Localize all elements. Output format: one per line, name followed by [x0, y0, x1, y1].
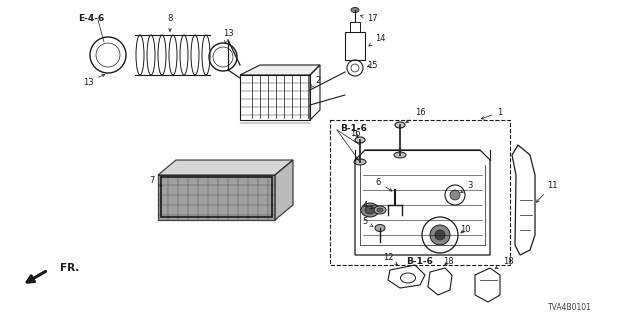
Text: 16: 16	[349, 129, 360, 138]
Text: 7: 7	[149, 175, 162, 186]
Text: 10: 10	[460, 226, 470, 235]
Text: 15: 15	[367, 60, 377, 69]
Polygon shape	[275, 160, 293, 220]
Text: 16: 16	[406, 108, 426, 123]
Ellipse shape	[355, 137, 365, 143]
Ellipse shape	[394, 152, 406, 158]
Text: 8: 8	[167, 13, 173, 31]
Text: 2: 2	[310, 76, 321, 88]
Text: 11: 11	[536, 180, 557, 202]
Ellipse shape	[395, 122, 405, 128]
Ellipse shape	[377, 208, 383, 212]
Ellipse shape	[361, 203, 379, 217]
Ellipse shape	[354, 159, 366, 165]
Text: 14: 14	[369, 34, 385, 46]
Polygon shape	[158, 160, 293, 175]
Text: 4: 4	[362, 201, 373, 210]
Text: B-1-6: B-1-6	[340, 124, 367, 132]
Text: 17: 17	[360, 13, 378, 22]
Text: 5: 5	[362, 218, 373, 227]
Circle shape	[435, 230, 445, 240]
Text: 18: 18	[443, 258, 453, 267]
Polygon shape	[158, 175, 275, 220]
Text: 13: 13	[223, 28, 234, 43]
Ellipse shape	[375, 225, 385, 231]
Ellipse shape	[374, 206, 386, 214]
Text: FR.: FR.	[60, 263, 79, 273]
Text: E-4-6: E-4-6	[78, 13, 104, 22]
Text: 6: 6	[375, 178, 392, 191]
Circle shape	[430, 225, 450, 245]
Circle shape	[450, 190, 460, 200]
Ellipse shape	[365, 206, 375, 214]
Text: 12: 12	[383, 253, 397, 265]
Text: 3: 3	[461, 180, 473, 193]
Text: 1: 1	[481, 108, 502, 119]
Polygon shape	[240, 65, 320, 75]
Text: B-1-6: B-1-6	[406, 258, 433, 267]
Ellipse shape	[351, 7, 359, 12]
Text: TVA4B0101: TVA4B0101	[548, 303, 592, 313]
Text: 13: 13	[83, 74, 105, 86]
Text: 18: 18	[495, 258, 513, 268]
